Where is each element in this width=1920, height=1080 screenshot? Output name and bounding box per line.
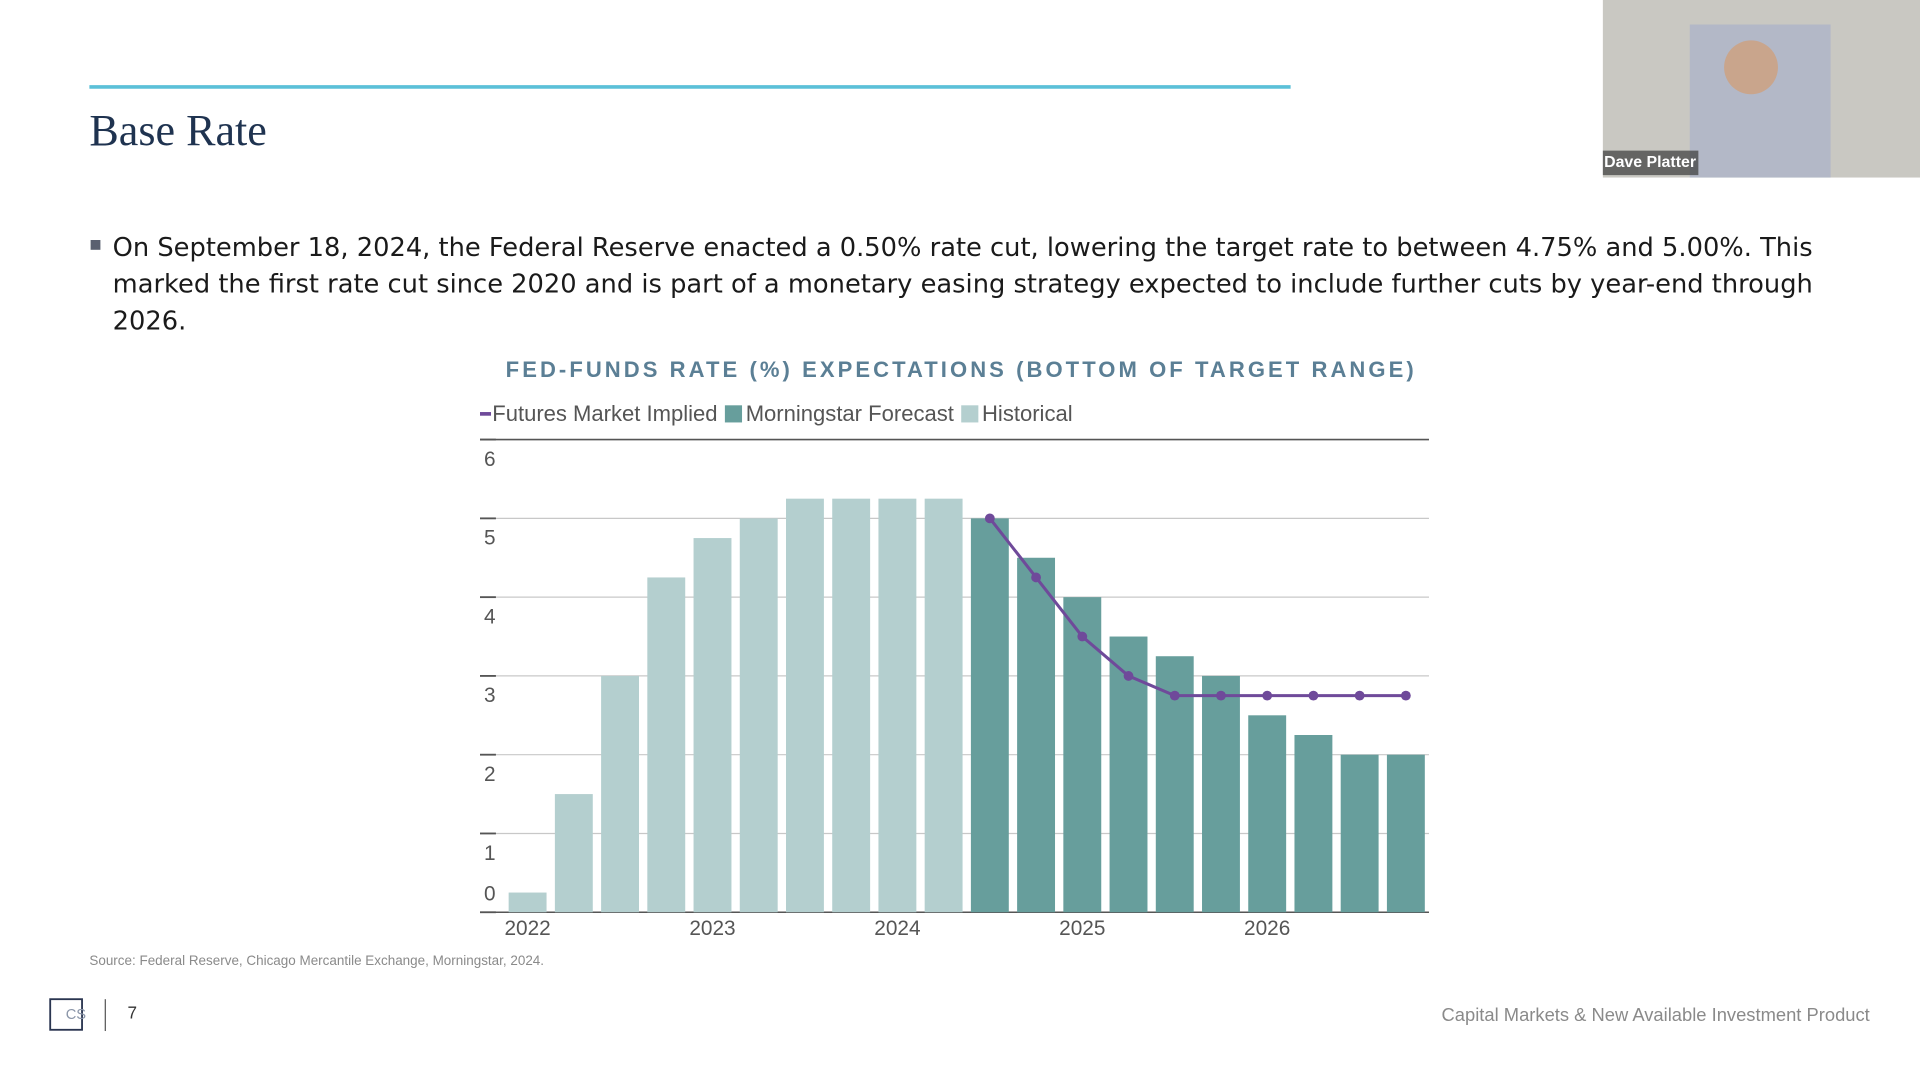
x-tick-label: 2026	[1244, 917, 1290, 940]
line-point	[1308, 690, 1319, 701]
chart-title: FED-FUNDS RATE (%) EXPECTATIONS (BOTTOM …	[506, 357, 1417, 382]
name-tag	[1602, 150, 1699, 176]
bar	[1248, 715, 1287, 913]
participant-name: Dave Platter	[1604, 154, 1696, 171]
legend-label: Futures Market Implied	[492, 401, 717, 426]
bar	[924, 498, 963, 913]
line-point	[1354, 690, 1365, 701]
x-tick-label: 2023	[689, 917, 735, 940]
bullet-text: On September 18, 2024, the Federal Reser…	[112, 232, 1813, 336]
bar	[970, 518, 1009, 913]
bullet-marker	[90, 240, 101, 250]
line-point	[1169, 690, 1180, 701]
line-point	[1123, 671, 1134, 681]
bar	[832, 498, 871, 913]
bar	[878, 498, 917, 913]
x-tick-label: 2022	[504, 917, 550, 940]
bar	[554, 794, 593, 913]
line-point	[1077, 631, 1088, 642]
line-point	[984, 513, 995, 524]
y-tick-label: 1	[484, 842, 496, 865]
bar	[647, 577, 686, 913]
logo: CS	[66, 1007, 87, 1023]
bar	[693, 538, 732, 913]
logo-box	[49, 998, 83, 1031]
bar	[1340, 754, 1379, 913]
bar	[601, 675, 640, 913]
legend-swatch	[724, 405, 743, 423]
y-tick-label: 4	[484, 605, 496, 628]
line-point	[1216, 690, 1226, 701]
footer-text: Capital Markets & New Available Investme…	[1442, 1004, 1870, 1025]
page-number: 7	[127, 1002, 137, 1022]
legend-label: Morningstar Forecast	[746, 401, 954, 426]
bar	[1202, 675, 1240, 913]
y-tick-label: 0	[484, 883, 496, 906]
x-tick-label: 2024	[874, 917, 920, 940]
line-point	[1400, 690, 1411, 701]
bar	[1294, 735, 1333, 913]
y-tick-label: 6	[484, 448, 496, 471]
bar	[1063, 597, 1102, 913]
line	[988, 517, 1406, 698]
bar	[1386, 754, 1425, 913]
line-point	[1031, 572, 1041, 583]
chart: 0 1 2 3 4 5 6 2022 2023 2024 2025 2026 Futures Marke…	[480, 401, 1429, 940]
bar	[1017, 557, 1056, 913]
bar	[739, 518, 778, 913]
bar	[508, 892, 547, 913]
y-tick-label: 2	[484, 763, 496, 786]
video-head	[1724, 40, 1778, 95]
y-tick-label: 3	[484, 684, 496, 707]
bar	[785, 498, 824, 913]
legend-label: Historical	[982, 401, 1073, 426]
legend-swatch	[961, 405, 979, 423]
bullet-box: On September 18, 2024, the Federal Reser…	[112, 232, 1813, 336]
y-tick-label: 5	[484, 527, 496, 550]
source-note: Source: Federal Reserve, Chicago Mercant…	[89, 953, 544, 968]
line-point	[1262, 690, 1273, 701]
x-tick-label: 2025	[1059, 917, 1105, 940]
slide-title: Base Rate	[89, 106, 266, 155]
